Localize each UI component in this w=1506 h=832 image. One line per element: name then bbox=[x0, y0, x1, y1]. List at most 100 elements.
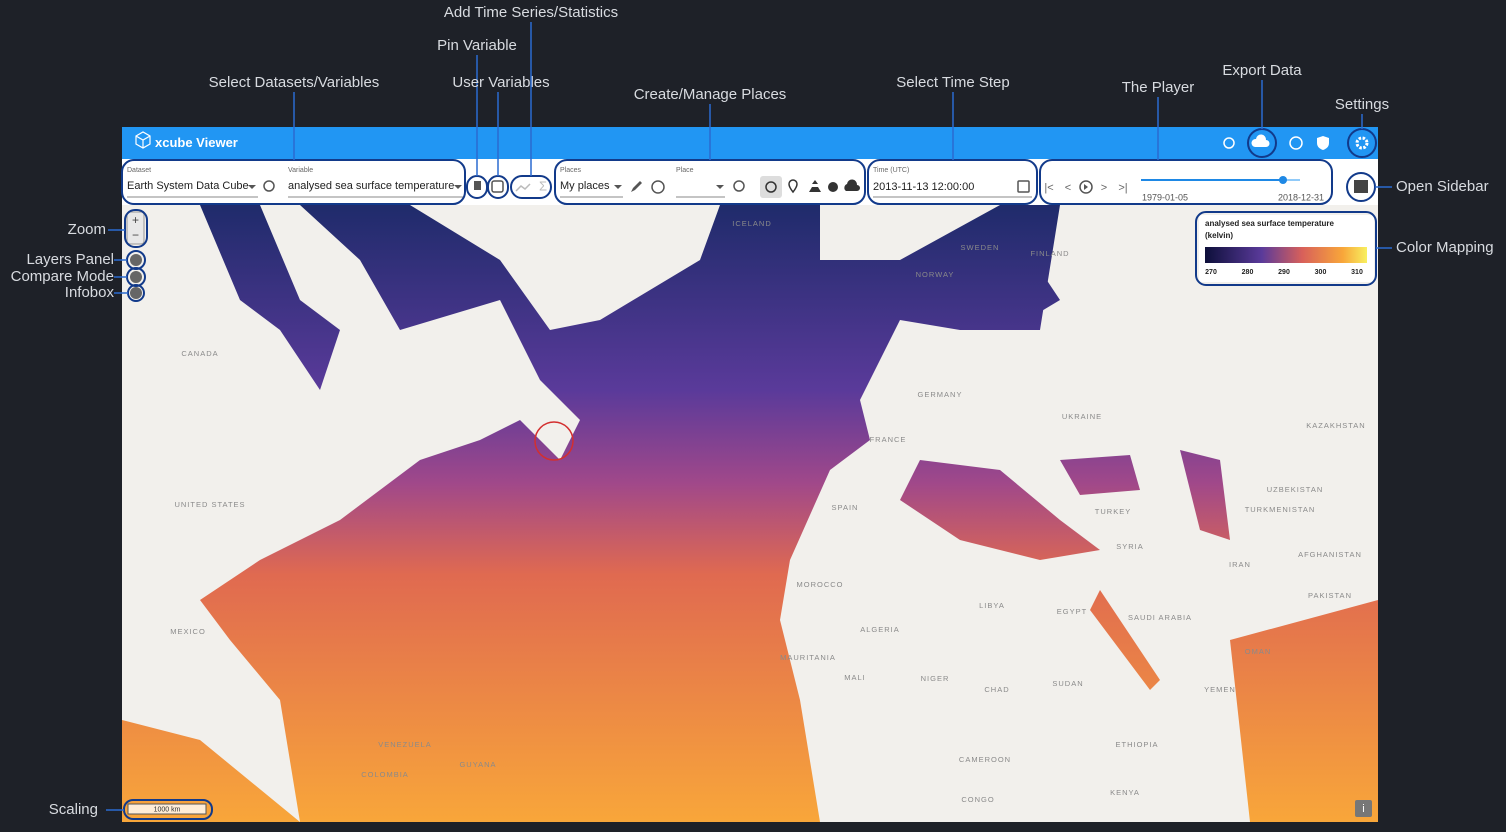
zoom-out[interactable]: − bbox=[132, 228, 139, 242]
zoom-in[interactable]: + bbox=[132, 213, 139, 227]
ocean bbox=[200, 205, 1060, 822]
variable-select[interactable]: analysed sea surface temperature bbox=[288, 180, 454, 192]
map-label: FINLAND bbox=[1030, 249, 1069, 258]
legend-ticks: 270 280 290 300 310 bbox=[1205, 269, 1363, 276]
map-label: UKRAINE bbox=[1062, 412, 1102, 421]
annotation-label: Select Datasets/Variables bbox=[209, 74, 380, 91]
map-label: CAMEROON bbox=[959, 755, 1011, 764]
map-label: YEMEN bbox=[1204, 685, 1236, 694]
annotation-label: Compare Mode bbox=[11, 268, 114, 285]
dataset-locate[interactable] bbox=[263, 180, 275, 192]
map-label: SUDAN bbox=[1052, 679, 1083, 688]
legend-tick-label: 270 bbox=[1205, 269, 1217, 276]
last-step-button[interactable]: >| bbox=[1118, 182, 1127, 194]
settings-button[interactable] bbox=[1355, 136, 1369, 150]
privacy-button[interactable] bbox=[1317, 136, 1329, 150]
sea bbox=[122, 205, 1378, 822]
next-step-button[interactable]: > bbox=[1101, 182, 1107, 194]
map-label: UZBEKISTAN bbox=[1267, 485, 1324, 494]
dataset-label: Dataset bbox=[127, 167, 151, 174]
help-button[interactable] bbox=[1289, 136, 1303, 150]
map-label: TURKMENISTAN bbox=[1245, 505, 1316, 514]
map-label: UNITED STATES bbox=[174, 500, 245, 509]
attribution-icon: i bbox=[1362, 803, 1364, 815]
map-label: GUYANA bbox=[459, 760, 496, 769]
map-label: COLOMBIA bbox=[361, 770, 409, 779]
point-tool[interactable] bbox=[788, 179, 798, 194]
outline bbox=[1039, 159, 1333, 205]
time-series-button[interactable] bbox=[515, 183, 531, 192]
legend-tick-label: 290 bbox=[1278, 269, 1290, 276]
map-label: AFGHANISTAN bbox=[1298, 550, 1362, 559]
annotation-label: The Player bbox=[1122, 79, 1195, 96]
statistics-button[interactable]: Σ bbox=[539, 178, 547, 193]
scale-label: 1000 km bbox=[154, 806, 181, 813]
select-icon bbox=[765, 181, 777, 193]
layers-button[interactable] bbox=[130, 254, 142, 266]
place-locate[interactable] bbox=[733, 180, 745, 192]
time-slider-thumb[interactable] bbox=[1279, 176, 1287, 184]
circle-tool[interactable] bbox=[828, 182, 838, 192]
player-start: 1979-01-05 bbox=[1142, 192, 1188, 202]
map-label: ETHIOPIA bbox=[1115, 740, 1158, 749]
map-label: SWEDEN bbox=[961, 243, 1000, 252]
time-label: Time (UTC) bbox=[873, 167, 909, 174]
dropdown-arrow bbox=[454, 185, 462, 189]
map-label: KAZAKHSTAN bbox=[1306, 421, 1365, 430]
infobox-button[interactable] bbox=[130, 287, 142, 299]
first-step-button[interactable]: |< bbox=[1044, 182, 1053, 194]
map-label: MEXICO bbox=[170, 627, 206, 636]
color-bar bbox=[1205, 247, 1367, 263]
map-label: ALGERIA bbox=[860, 625, 900, 634]
export-button[interactable] bbox=[1251, 134, 1270, 147]
map-label: LIBYA bbox=[979, 601, 1005, 610]
player-end: 2018-12-31 bbox=[1278, 192, 1324, 202]
time-input[interactable]: 2013-11-13 12:00:00 bbox=[873, 181, 974, 193]
dataset-select[interactable]: Earth System Data Cube bbox=[127, 180, 249, 192]
variable-label: Variable bbox=[288, 167, 313, 174]
map-label: NORWAY bbox=[916, 270, 955, 279]
map-label: KENYA bbox=[1110, 788, 1140, 797]
user-variables-button[interactable] bbox=[491, 180, 504, 193]
annotation-label: Settings bbox=[1335, 96, 1389, 113]
compare-button[interactable] bbox=[130, 271, 142, 283]
selected-place[interactable] bbox=[534, 421, 574, 461]
calendar-button[interactable] bbox=[1017, 180, 1030, 193]
places-select[interactable]: My places bbox=[560, 180, 610, 192]
sidebar-button[interactable] bbox=[1354, 180, 1368, 193]
map[interactable] bbox=[122, 205, 1378, 822]
dropdown-arrow bbox=[614, 185, 622, 189]
places-label: Places bbox=[560, 167, 582, 174]
outline bbox=[124, 209, 148, 248]
map-label: TURKEY bbox=[1095, 507, 1131, 516]
annotation-label: Layers Panel bbox=[26, 251, 114, 268]
play-button[interactable] bbox=[1079, 180, 1093, 194]
rename-place-button[interactable] bbox=[631, 181, 642, 192]
annotation-label: User Variables bbox=[452, 74, 549, 91]
import-places-button[interactable] bbox=[844, 179, 860, 191]
map-label: SAUDI ARABIA bbox=[1128, 613, 1192, 622]
polygon-tool[interactable] bbox=[809, 180, 821, 192]
prev-step-button[interactable]: < bbox=[1065, 182, 1071, 194]
place-label: Place bbox=[676, 167, 694, 174]
play-icon bbox=[1084, 184, 1088, 190]
annotation-label: Select Time Step bbox=[896, 74, 1009, 91]
pin-button[interactable] bbox=[474, 181, 481, 190]
legend-unit: (kelvin) bbox=[1205, 231, 1233, 240]
annotations: Select Datasets/Variables Pin Variable Use… bbox=[11, 4, 1494, 818]
annotation-label: Create/Manage Places bbox=[634, 86, 787, 103]
map-label: EGYPT bbox=[1057, 607, 1087, 616]
annotation-label: Add Time Series/Statistics bbox=[444, 4, 618, 21]
remove-places-button[interactable] bbox=[651, 180, 665, 194]
attribution-button[interactable] bbox=[1355, 800, 1372, 817]
map-label: CONGO bbox=[961, 795, 994, 804]
zoom-control[interactable] bbox=[126, 211, 145, 245]
map-label: PAKISTAN bbox=[1308, 591, 1352, 600]
app-bar bbox=[122, 127, 1378, 159]
map-label: CANADA bbox=[181, 349, 218, 358]
select-tool[interactable] bbox=[760, 176, 782, 198]
refresh-button[interactable] bbox=[1223, 137, 1235, 149]
map-label: MOROCCO bbox=[797, 580, 844, 589]
